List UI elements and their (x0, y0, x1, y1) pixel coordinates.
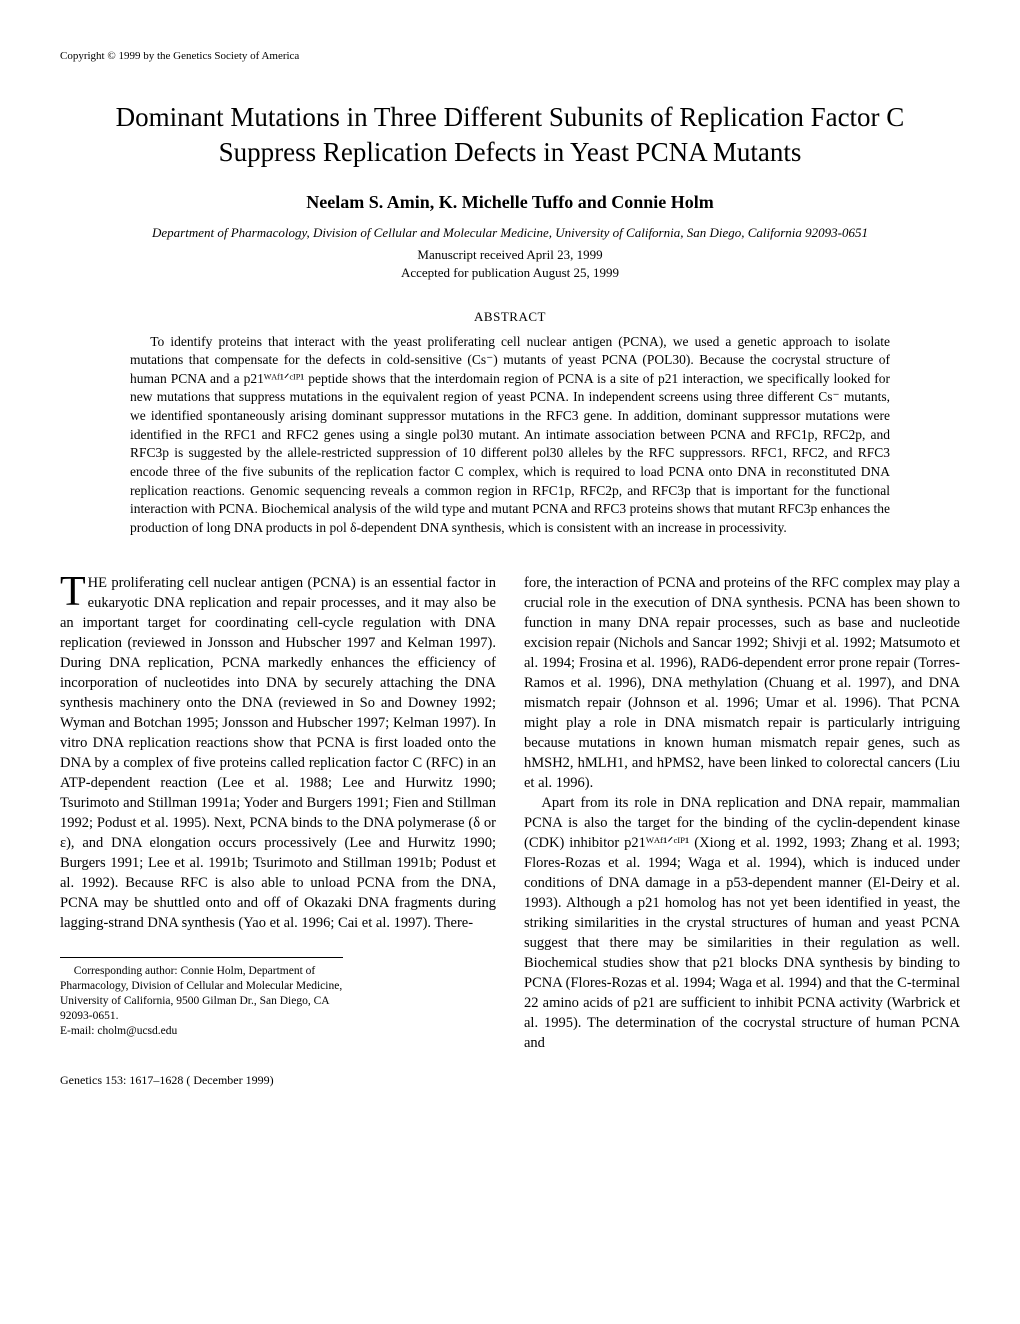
corresponding-author-block: Corresponding author: Connie Holm, Depar… (60, 957, 343, 1039)
title-line-1: Dominant Mutations in Three Different Su… (116, 102, 905, 132)
left-column: THE proliferating cell nuclear antigen (… (60, 573, 496, 1053)
intro-paragraph: THE proliferating cell nuclear antigen (… (60, 573, 496, 933)
copyright-line: Copyright © 1999 by the Genetics Society… (60, 50, 960, 62)
article-title: Dominant Mutations in Three Different Su… (60, 100, 960, 170)
abstract-text: To identify proteins that interact with … (130, 333, 890, 538)
col2-para-1: fore, the interaction of PCNA and protei… (524, 573, 960, 793)
col1-text: HE proliferating cell nuclear antigen (P… (60, 575, 496, 931)
authors-line: Neelam S. Amin, K. Michelle Tuffo and Co… (60, 192, 960, 213)
title-line-2: Suppress Replication Defects in Yeast PC… (219, 137, 802, 167)
corresponding-email: E-mail: cholm@ucsd.edu (60, 1025, 177, 1037)
dropcap-t: T (60, 573, 88, 611)
received-date: Manuscript received April 23, 1999 (417, 247, 602, 262)
corresponding-text: Corresponding author: Connie Holm, Depar… (60, 965, 342, 1022)
manuscript-dates: Manuscript received April 23, 1999 Accep… (60, 246, 960, 282)
affiliation-line: Department of Pharmacology, Division of … (60, 225, 960, 241)
page-footer: Genetics 153: 1617–1628 ( December 1999) (60, 1073, 960, 1088)
accepted-date: Accepted for publication August 25, 1999 (401, 265, 619, 280)
abstract-heading: ABSTRACT (60, 309, 960, 325)
body-columns: THE proliferating cell nuclear antigen (… (60, 573, 960, 1053)
col2-para-2: Apart from its role in DNA replication a… (524, 793, 960, 1053)
right-column: fore, the interaction of PCNA and protei… (524, 573, 960, 1053)
